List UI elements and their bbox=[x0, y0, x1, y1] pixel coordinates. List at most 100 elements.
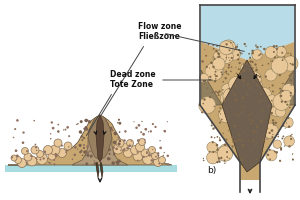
Circle shape bbox=[287, 53, 289, 54]
Circle shape bbox=[248, 113, 263, 129]
Circle shape bbox=[256, 142, 257, 144]
Polygon shape bbox=[201, 5, 294, 60]
Circle shape bbox=[266, 150, 277, 161]
Circle shape bbox=[288, 145, 291, 148]
Circle shape bbox=[208, 43, 209, 45]
Circle shape bbox=[118, 122, 122, 125]
Circle shape bbox=[108, 127, 111, 129]
Circle shape bbox=[203, 98, 206, 101]
Circle shape bbox=[86, 154, 89, 157]
Circle shape bbox=[240, 74, 241, 76]
Circle shape bbox=[266, 138, 268, 139]
Circle shape bbox=[152, 123, 154, 125]
Circle shape bbox=[211, 122, 213, 124]
Circle shape bbox=[50, 138, 52, 139]
Circle shape bbox=[79, 151, 82, 153]
Circle shape bbox=[292, 158, 294, 160]
Circle shape bbox=[270, 60, 271, 62]
Circle shape bbox=[220, 50, 233, 63]
Circle shape bbox=[209, 76, 212, 78]
Circle shape bbox=[260, 119, 262, 122]
Circle shape bbox=[105, 145, 108, 148]
Circle shape bbox=[222, 89, 224, 91]
Circle shape bbox=[282, 83, 284, 84]
Circle shape bbox=[108, 130, 110, 131]
Circle shape bbox=[207, 142, 218, 153]
Circle shape bbox=[274, 151, 276, 152]
Circle shape bbox=[201, 60, 204, 63]
Circle shape bbox=[94, 162, 97, 165]
Circle shape bbox=[274, 56, 276, 58]
Circle shape bbox=[290, 135, 292, 137]
Circle shape bbox=[16, 119, 19, 122]
Circle shape bbox=[128, 144, 131, 147]
Circle shape bbox=[231, 66, 232, 68]
Circle shape bbox=[224, 72, 226, 73]
Circle shape bbox=[263, 48, 266, 50]
Circle shape bbox=[203, 160, 205, 161]
Circle shape bbox=[97, 142, 100, 146]
Circle shape bbox=[219, 107, 221, 109]
Circle shape bbox=[261, 91, 262, 92]
Circle shape bbox=[290, 53, 291, 54]
Circle shape bbox=[101, 127, 103, 129]
Circle shape bbox=[43, 150, 46, 153]
Circle shape bbox=[218, 160, 221, 163]
Circle shape bbox=[83, 137, 85, 139]
Circle shape bbox=[242, 144, 244, 146]
Circle shape bbox=[289, 75, 290, 77]
Circle shape bbox=[242, 153, 243, 154]
Circle shape bbox=[108, 148, 111, 151]
Circle shape bbox=[271, 136, 273, 138]
Circle shape bbox=[113, 153, 116, 155]
Polygon shape bbox=[100, 162, 103, 178]
Circle shape bbox=[217, 52, 219, 54]
Circle shape bbox=[290, 95, 292, 97]
Circle shape bbox=[68, 135, 70, 137]
Circle shape bbox=[167, 121, 168, 122]
Circle shape bbox=[204, 80, 206, 82]
Circle shape bbox=[68, 146, 70, 148]
Circle shape bbox=[250, 79, 263, 92]
Circle shape bbox=[109, 158, 111, 160]
Circle shape bbox=[93, 134, 95, 137]
Circle shape bbox=[214, 71, 217, 73]
Circle shape bbox=[236, 73, 237, 74]
Circle shape bbox=[284, 136, 294, 147]
Circle shape bbox=[210, 61, 213, 64]
Circle shape bbox=[66, 150, 68, 151]
Circle shape bbox=[113, 154, 115, 156]
Circle shape bbox=[223, 100, 225, 102]
Circle shape bbox=[242, 111, 244, 112]
Circle shape bbox=[262, 143, 263, 144]
Circle shape bbox=[72, 158, 73, 160]
Circle shape bbox=[247, 71, 261, 86]
Circle shape bbox=[265, 75, 267, 78]
Circle shape bbox=[229, 49, 230, 51]
Circle shape bbox=[103, 147, 105, 149]
Circle shape bbox=[74, 146, 77, 149]
Circle shape bbox=[235, 140, 237, 142]
Circle shape bbox=[279, 95, 280, 97]
Circle shape bbox=[229, 48, 240, 60]
Circle shape bbox=[292, 63, 294, 66]
Circle shape bbox=[269, 149, 271, 151]
Circle shape bbox=[249, 120, 266, 137]
Circle shape bbox=[65, 151, 67, 153]
Circle shape bbox=[113, 141, 116, 144]
Circle shape bbox=[249, 87, 251, 89]
Circle shape bbox=[144, 139, 146, 140]
Circle shape bbox=[74, 163, 75, 165]
Circle shape bbox=[236, 121, 252, 138]
Circle shape bbox=[31, 146, 39, 154]
Circle shape bbox=[247, 94, 248, 96]
Circle shape bbox=[34, 144, 36, 145]
Circle shape bbox=[279, 160, 281, 162]
Circle shape bbox=[211, 136, 212, 138]
Circle shape bbox=[253, 81, 254, 83]
Circle shape bbox=[255, 74, 257, 76]
Circle shape bbox=[218, 157, 220, 160]
Circle shape bbox=[262, 65, 263, 66]
Circle shape bbox=[273, 124, 275, 126]
Circle shape bbox=[105, 154, 107, 156]
